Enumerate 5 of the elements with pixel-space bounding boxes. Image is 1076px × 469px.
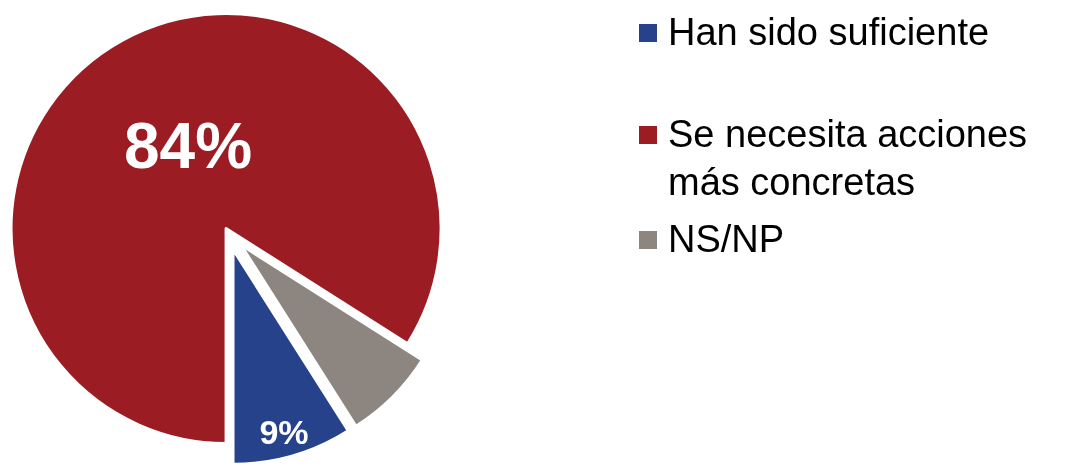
legend-label: NS/NP (668, 218, 785, 261)
data-label: 9% (259, 412, 309, 451)
legend-label: Se necesita acciones más concretas (668, 113, 1028, 204)
legend-label: Han sido suficiente (668, 11, 990, 54)
data-label: 84% (124, 110, 253, 183)
